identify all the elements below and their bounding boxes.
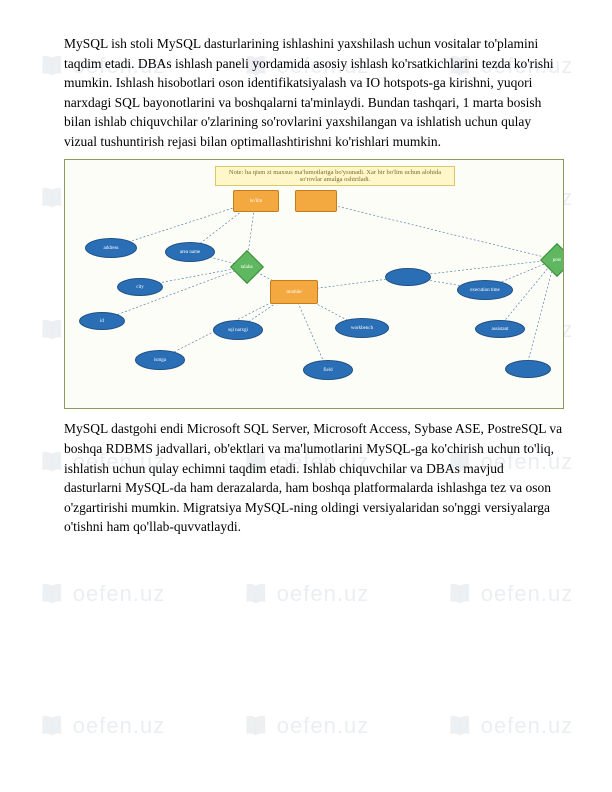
book-icon bbox=[447, 712, 475, 740]
watermark-item: oefen.uz bbox=[39, 712, 165, 740]
paragraph-2: MySQL dastgohi endi Microsoft SQL Server… bbox=[64, 419, 564, 536]
diagram-node-r2 bbox=[295, 190, 337, 212]
diagram-node-r3: module bbox=[270, 280, 318, 304]
book-icon bbox=[447, 580, 475, 608]
diagram-node-r1: bo'lim bbox=[233, 190, 279, 212]
watermark-item: oefen.uz bbox=[243, 580, 369, 608]
book-icon bbox=[39, 712, 67, 740]
paragraph-1: MySQL ish stoli MySQL dasturlarining ish… bbox=[64, 34, 564, 151]
watermark-item: oefen.uz bbox=[447, 580, 573, 608]
page-content: MySQL ish stoli MySQL dasturlarining ish… bbox=[0, 0, 612, 537]
book-icon bbox=[39, 580, 67, 608]
watermark-item: oefen.uz bbox=[39, 580, 165, 608]
watermark-item: oefen.uz bbox=[447, 712, 573, 740]
er-diagram: Note: ha qism zi maxsus ma'lumotlariga b… bbox=[64, 159, 564, 409]
watermark-item: oefen.uz bbox=[243, 712, 369, 740]
book-icon bbox=[243, 712, 271, 740]
book-icon bbox=[243, 580, 271, 608]
